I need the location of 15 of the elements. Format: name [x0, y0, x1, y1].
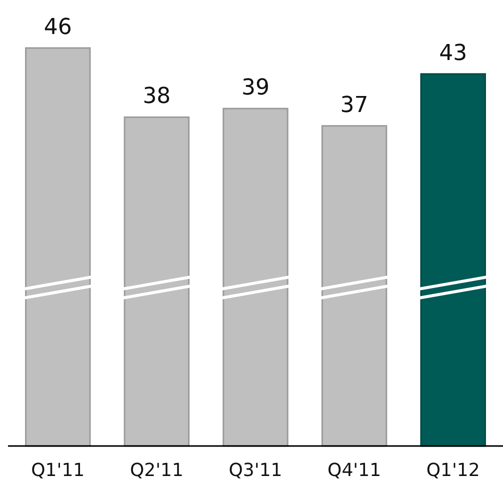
bar	[25, 47, 91, 447]
data-label: 38	[142, 84, 171, 110]
data-label: 43	[439, 40, 468, 66]
x-tick-label: Q1'12	[426, 460, 480, 481]
x-tick-label: Q2'11	[130, 460, 184, 481]
data-label: 39	[242, 76, 270, 101]
bar	[321, 125, 388, 447]
data-label: 46	[44, 15, 72, 40]
x-tick-label: Q4'11	[328, 460, 382, 481]
bar	[420, 73, 486, 447]
x-tick-label: Q3'11	[228, 460, 282, 481]
bar	[222, 108, 288, 447]
x-tick-label: Q1'11	[31, 460, 85, 481]
bar	[124, 116, 190, 447]
data-label: 37	[340, 92, 368, 118]
